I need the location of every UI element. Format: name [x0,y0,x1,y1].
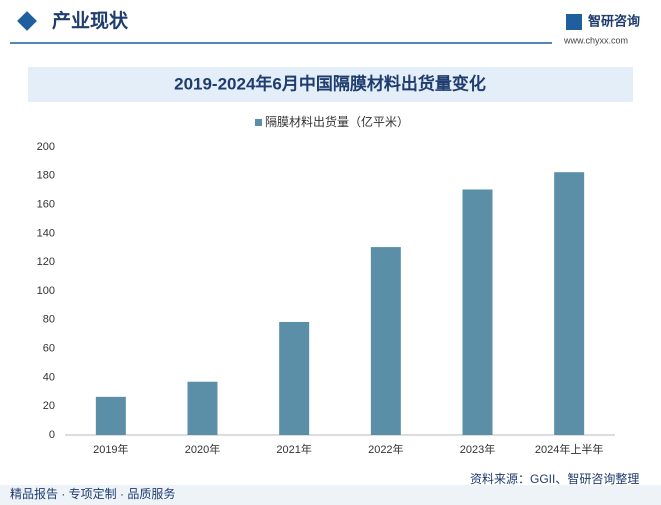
x-tick-label: 2022年 [368,442,403,456]
bar [554,172,585,435]
footer-slogan: 精品报告 · 专项定制 · 品质服务 [10,486,175,501]
x-tick-label: 2023年 [460,442,495,456]
x-tick-label: 2020年 [185,442,220,456]
legend-label: 隔膜材料出货量（亿平米） [265,114,409,129]
title-box [28,67,633,102]
y-tick-label: 160 [37,199,55,211]
bar [370,247,401,435]
source: 资料来源：GGII、智研咨询整理 [470,471,639,486]
brand-name: 智研咨询 [588,13,640,28]
y-tick-label: 140 [37,227,55,239]
chart-title: 2019-2024年6月中国隔膜材料出货量变化 [174,73,486,93]
y-tick-label: 120 [37,256,55,268]
bar [462,189,493,435]
brand-url: www.chyxx.com [563,35,628,45]
y-tick-label: 0 [49,429,55,441]
bar [187,381,218,435]
y-tick-label: 40 [43,371,55,383]
y-tick-label: 60 [43,343,55,355]
brand-logo [566,14,582,30]
x-tick-label: 2024年上半年 [535,442,603,456]
y-tick-label: 100 [37,285,55,297]
y-tick-label: 180 [37,170,55,182]
plot: 0 20 40 60 80 100 120 140 160 180 200 隔膜材料出货量（亿平米） 2… [37,114,615,456]
y-tick-label: 200 [37,141,55,153]
bar [95,396,126,435]
x-tick-label: 2019年 [93,442,128,456]
header-icon [17,11,37,31]
header-title: 产业现状 [52,9,129,32]
footer-bar [0,485,661,505]
y-tick-label: 80 [43,314,55,326]
bar [279,321,310,435]
legend-swatch [255,119,262,126]
y-tick-label: 20 [43,400,55,412]
x-tick-label: 2021年 [276,442,311,456]
